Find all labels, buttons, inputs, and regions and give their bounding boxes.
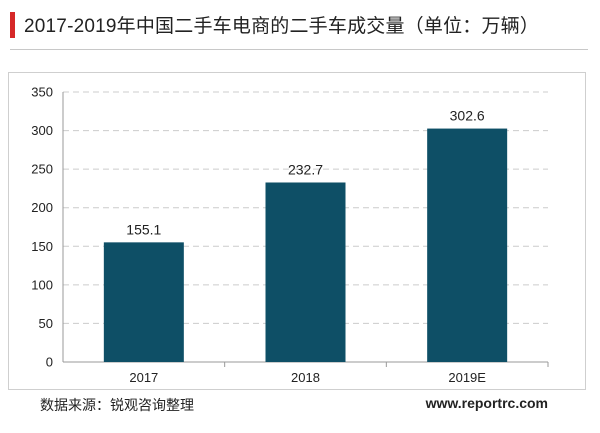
y-tick-label: 250 (31, 162, 53, 177)
plot-border (8, 72, 586, 390)
y-tick-label: 300 (31, 123, 53, 138)
y-tick-label: 100 (31, 277, 53, 292)
bar-2017 (103, 242, 184, 362)
data-label: 302.6 (450, 108, 485, 124)
data-source: 数据来源：锐观咨询整理 (40, 397, 194, 413)
data-label: 155.1 (126, 221, 161, 237)
y-tick-label: 150 (31, 239, 53, 254)
y-tick-label: 50 (39, 316, 53, 331)
bar-2019E (427, 128, 508, 362)
y-tick-label: 350 (31, 85, 53, 100)
x-tick-label: 2017 (129, 370, 158, 385)
chart-title: 2017-2019年中国二手车电商的二手车成交量（单位：万辆） (24, 16, 540, 37)
website-url: www.reportrc.com (425, 395, 548, 411)
title-accent-bar (10, 12, 15, 38)
y-tick-label: 0 (46, 355, 53, 370)
bar-2018 (265, 182, 346, 362)
x-tick-label: 2018 (291, 370, 320, 385)
y-tick-label: 200 (31, 200, 53, 215)
data-label: 232.7 (288, 161, 323, 177)
x-tick-label: 2019E (448, 370, 486, 385)
title-divider (10, 49, 588, 50)
